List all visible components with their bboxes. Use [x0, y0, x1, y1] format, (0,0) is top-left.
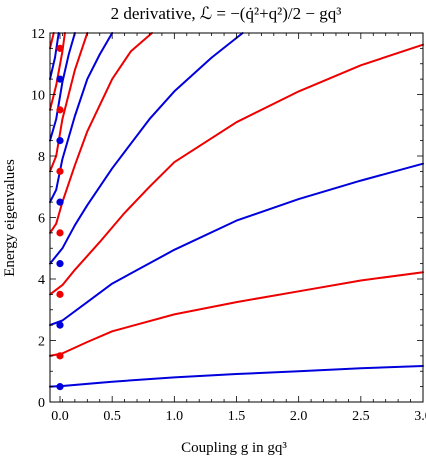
start-point-12 [56, 44, 64, 52]
plot-frame [49, 32, 424, 403]
start-point-7 [56, 198, 64, 206]
series-line-5 [49, 32, 244, 265]
x-tick-label: 1.5 [228, 409, 246, 424]
series-line-2 [49, 271, 424, 357]
axes [49, 32, 424, 403]
start-point-3 [56, 321, 64, 329]
series-line-1 [49, 365, 424, 388]
x-tick-label: 0.0 [51, 409, 69, 424]
y-tick-label: 6 [38, 212, 45, 227]
series-line-3 [49, 162, 424, 327]
start-point-10 [56, 106, 64, 114]
start-point-9 [56, 137, 64, 145]
y-tick-label: 10 [31, 89, 45, 104]
x-axis-ticks: 0.0 0.5 1.0 1.5 2.0 2.5 3.0 [51, 33, 426, 424]
start-point-2 [56, 352, 64, 360]
y-tick-label: 12 [31, 27, 45, 42]
start-point-8 [56, 167, 64, 175]
y-tick-label: 4 [38, 273, 45, 288]
start-point-6 [56, 229, 64, 237]
x-tick-label: 2.0 [290, 409, 308, 424]
x-tick-label: 3.0 [414, 409, 426, 424]
series-line-8 [49, 32, 89, 173]
x-tick-label: 0.5 [103, 409, 121, 424]
x-tick-label: 1.0 [166, 409, 184, 424]
chart-title: 2 derivative, ℒ = −(q̇²+q²)/2 − gq³ [111, 4, 342, 23]
y-tick-label: 0 [38, 396, 45, 411]
series-line-9 [49, 32, 76, 142]
y-tick-label: 2 [38, 335, 45, 350]
series-line-10 [49, 32, 66, 111]
y-axis-label: Energy eigenvalues [2, 159, 18, 277]
start-point-5 [56, 260, 64, 268]
x-axis-label: Coupling g in gq³ [181, 440, 287, 456]
start-point-1 [56, 383, 64, 391]
series-line-7 [49, 32, 114, 204]
series-line-4 [49, 43, 424, 296]
series-line-6 [49, 32, 153, 234]
x-tick-label: 2.5 [352, 409, 370, 424]
series-curves [49, 32, 424, 388]
series-line-12 [49, 32, 55, 50]
start-points [56, 44, 64, 391]
start-point-4 [56, 290, 64, 298]
start-point-11 [56, 75, 64, 83]
series-line-11 [49, 32, 60, 81]
y-tick-label: 8 [38, 150, 45, 165]
y-axis-ticks: 0 2 4 6 8 10 12 [31, 27, 423, 411]
